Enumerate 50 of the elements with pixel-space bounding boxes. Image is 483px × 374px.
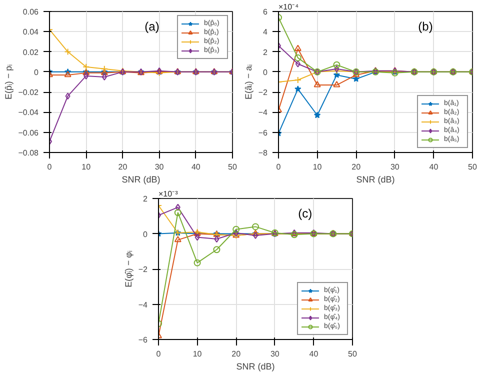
x-tick-label: 50 (348, 350, 358, 358)
y-tick-label: 0 (263, 68, 268, 77)
y-tick-label: −4 (258, 108, 268, 118)
y-tick-label: −0.04 (18, 108, 40, 118)
x-tick-label: 20 (118, 162, 128, 172)
y-axis-title: E(φ̂ᵢ) − φᵢ (123, 250, 134, 288)
x-tick-label: 30 (270, 350, 280, 358)
annotation: (c) (298, 206, 312, 220)
y-tick-label: 4 (263, 28, 268, 37)
x-tick-label: 0 (47, 162, 52, 172)
x-axis-title: SNR (dB) (236, 362, 275, 372)
y-tick-label: 2 (143, 194, 148, 204)
annotation: (b) (418, 20, 433, 34)
x-tick-label: 50 (228, 162, 238, 172)
y-axis-title: E(âᵢ) − aᵢ (243, 64, 254, 100)
x-tick-label: 10 (312, 162, 322, 172)
y-tick-label: −6 (258, 128, 268, 138)
x-axis-title: SNR (dB) (122, 174, 160, 184)
x-tick-label: 0 (156, 350, 162, 358)
x-tick-label: 20 (232, 350, 242, 358)
y-tick-label: 2 (263, 48, 268, 57)
x-tick-label: 50 (468, 162, 478, 172)
x-tick-label: 40 (191, 162, 201, 172)
y-tick-label: −0.06 (18, 128, 40, 138)
x-tick-label: 40 (309, 350, 319, 358)
y-tick-label: 6 (263, 8, 268, 16)
y-tick-label: −4 (138, 300, 148, 310)
y-tick-label: 0.04 (22, 28, 40, 37)
y-tick-label: −8 (258, 148, 268, 158)
x-tick-label: 10 (192, 350, 202, 358)
y-tick-label: 0 (34, 68, 40, 77)
x-tick-label: 40 (429, 162, 439, 172)
x-tick-label: 0 (276, 162, 282, 172)
y-tick-label: −0.08 (18, 148, 40, 158)
x-tick-label: 10 (82, 162, 92, 172)
x-tick-label: 30 (390, 162, 400, 172)
y-tick-label: 0.06 (22, 8, 40, 16)
y-axis-title: E(p̂ᵢ) − pᵢ (3, 64, 14, 100)
y-tick-label: −6 (138, 336, 148, 344)
annotation: ×10⁻³ (158, 190, 178, 198)
x-axis-title: SNR (dB) (356, 174, 395, 184)
y-tick-label: −0.02 (18, 88, 40, 98)
y-tick-label: 0.02 (22, 48, 40, 57)
annotation: (a) (144, 20, 160, 34)
annotation: ×10⁻⁴ (278, 2, 300, 12)
x-tick-label: 20 (352, 162, 362, 172)
y-tick-label: −2 (258, 88, 268, 98)
y-tick-label: 0 (143, 230, 148, 239)
x-tick-label: 30 (154, 162, 164, 172)
y-tick-label: −2 (138, 265, 148, 274)
